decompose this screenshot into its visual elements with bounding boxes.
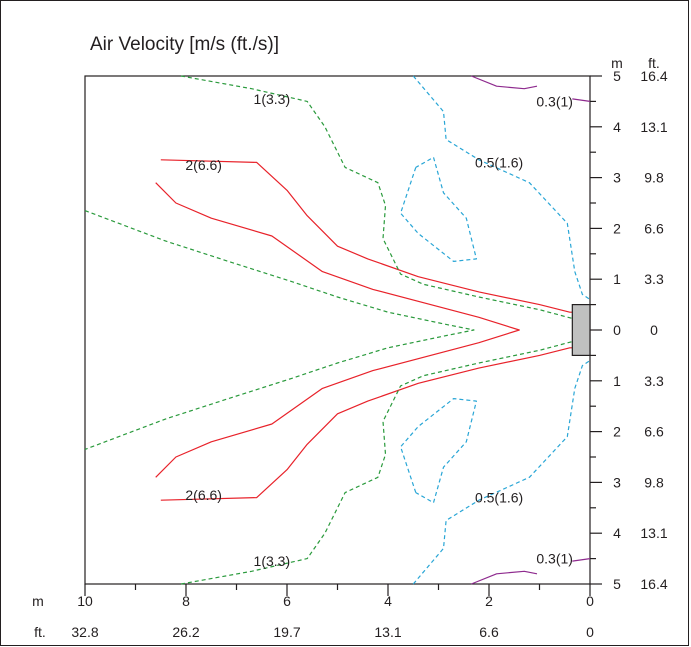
- contour-label: 2(6.6): [185, 487, 222, 503]
- contour-line: [572, 558, 591, 562]
- y-unit-m: m: [611, 55, 623, 71]
- contour-label: 1(3.3): [254, 553, 291, 569]
- y-axis: m ft. 5 16.4 4 13.1 3 9.8 2 6.6 1 3.3 0 0 1 3.3 2 6.6 3 9…: [590, 55, 668, 592]
- contour-line: [412, 75, 591, 300]
- contour-line: [412, 360, 591, 585]
- y-tick-label-ft: 9.8: [644, 170, 664, 186]
- contour-line: [572, 98, 591, 102]
- y-tick-label-ft: 6.6: [644, 220, 664, 236]
- chart-title: Air Velocity [m/s (ft./s)]: [90, 34, 279, 55]
- contour-label: 2(6.6): [185, 157, 222, 173]
- y-tick-label-m: 5: [613, 68, 621, 84]
- x-tick-label-m: 4: [384, 593, 392, 609]
- y-tick-label-m: 4: [613, 119, 621, 135]
- contour-line: [155, 182, 520, 478]
- x-tick-label-m: 10: [77, 593, 93, 609]
- y-tick-label-ft: 16.4: [640, 68, 667, 84]
- x-tick-label-m: 8: [182, 593, 190, 609]
- contour-line: [180, 75, 590, 321]
- x-tick-label-ft: 0: [586, 624, 594, 640]
- y-tick-label-m: 4: [613, 525, 621, 541]
- y-tick-label-m: 2: [613, 220, 621, 236]
- y-tick-label-m: 5: [613, 576, 621, 592]
- x-tick-label-ft: 6.6: [479, 624, 499, 640]
- contour-label: 0.3(1): [536, 551, 573, 567]
- y-tick-label-ft: 16.4: [640, 576, 667, 592]
- contour-line: [84, 210, 475, 450]
- x-unit-m: m: [32, 593, 44, 609]
- contour-label: 0.5(1.6): [475, 154, 523, 170]
- y-tick-label-ft: 6.6: [644, 424, 664, 440]
- y-unit-ft: ft.: [648, 55, 660, 71]
- contour-line: [160, 347, 590, 501]
- contour-labels: 2(6.6) 2(6.6) 1(3.3) 1(3.3) 0.5(1.6) 0.5(1.6)…: [185, 91, 573, 569]
- y-tick-label-m: 1: [613, 373, 621, 389]
- plot-area: 2(6.6) 2(6.6) 1(3.3) 1(3.3) 0.5(1.6) 0.5(1.6)…: [84, 75, 591, 585]
- contour-line: [471, 570, 538, 585]
- y-tick-label-m: 2: [613, 424, 621, 440]
- x-tick-label-ft: 26.2: [172, 624, 199, 640]
- contour-label: 0.3(1): [536, 93, 573, 109]
- y-tick-label-m: 3: [613, 474, 621, 490]
- contour-label: 0.5(1.6): [475, 490, 523, 506]
- x-tick-label-ft: 32.8: [71, 624, 98, 640]
- x-tick-label-m: 6: [283, 593, 291, 609]
- x-tick-label-ft: 13.1: [374, 624, 401, 640]
- y-tick-label-ft: 13.1: [640, 119, 667, 135]
- y-tick-label-ft: 13.1: [640, 525, 667, 541]
- contour-line: [400, 398, 477, 504]
- x-unit-ft: ft.: [34, 624, 46, 640]
- contour-line: [471, 75, 538, 90]
- y-tick-label-m: 1: [613, 271, 621, 287]
- y-tick-label-ft: 3.3: [644, 373, 664, 389]
- y-tick-label-ft: 3.3: [644, 271, 664, 287]
- x-tick-label-m: 0: [586, 593, 594, 609]
- contour-lines: [84, 75, 591, 585]
- x-tick-label-m: 2: [485, 593, 493, 609]
- x-axis: m ft. 10 32.8 8 26.2 6 19.7 4 13.1 2 6.6 0 0: [32, 584, 594, 640]
- contour-line: [180, 339, 590, 585]
- y-tick-label-ft: 9.8: [644, 474, 664, 490]
- contour-label: 1(3.3): [254, 91, 291, 107]
- y-tick-label-ft: 0: [650, 322, 658, 338]
- indoor-unit: [571, 304, 591, 357]
- contour-line: [400, 156, 477, 262]
- y-tick-label-m: 0: [613, 322, 621, 338]
- y-tick-label-m: 3: [613, 170, 621, 186]
- x-tick-label-ft: 19.7: [273, 624, 300, 640]
- contour-line: [160, 159, 590, 313]
